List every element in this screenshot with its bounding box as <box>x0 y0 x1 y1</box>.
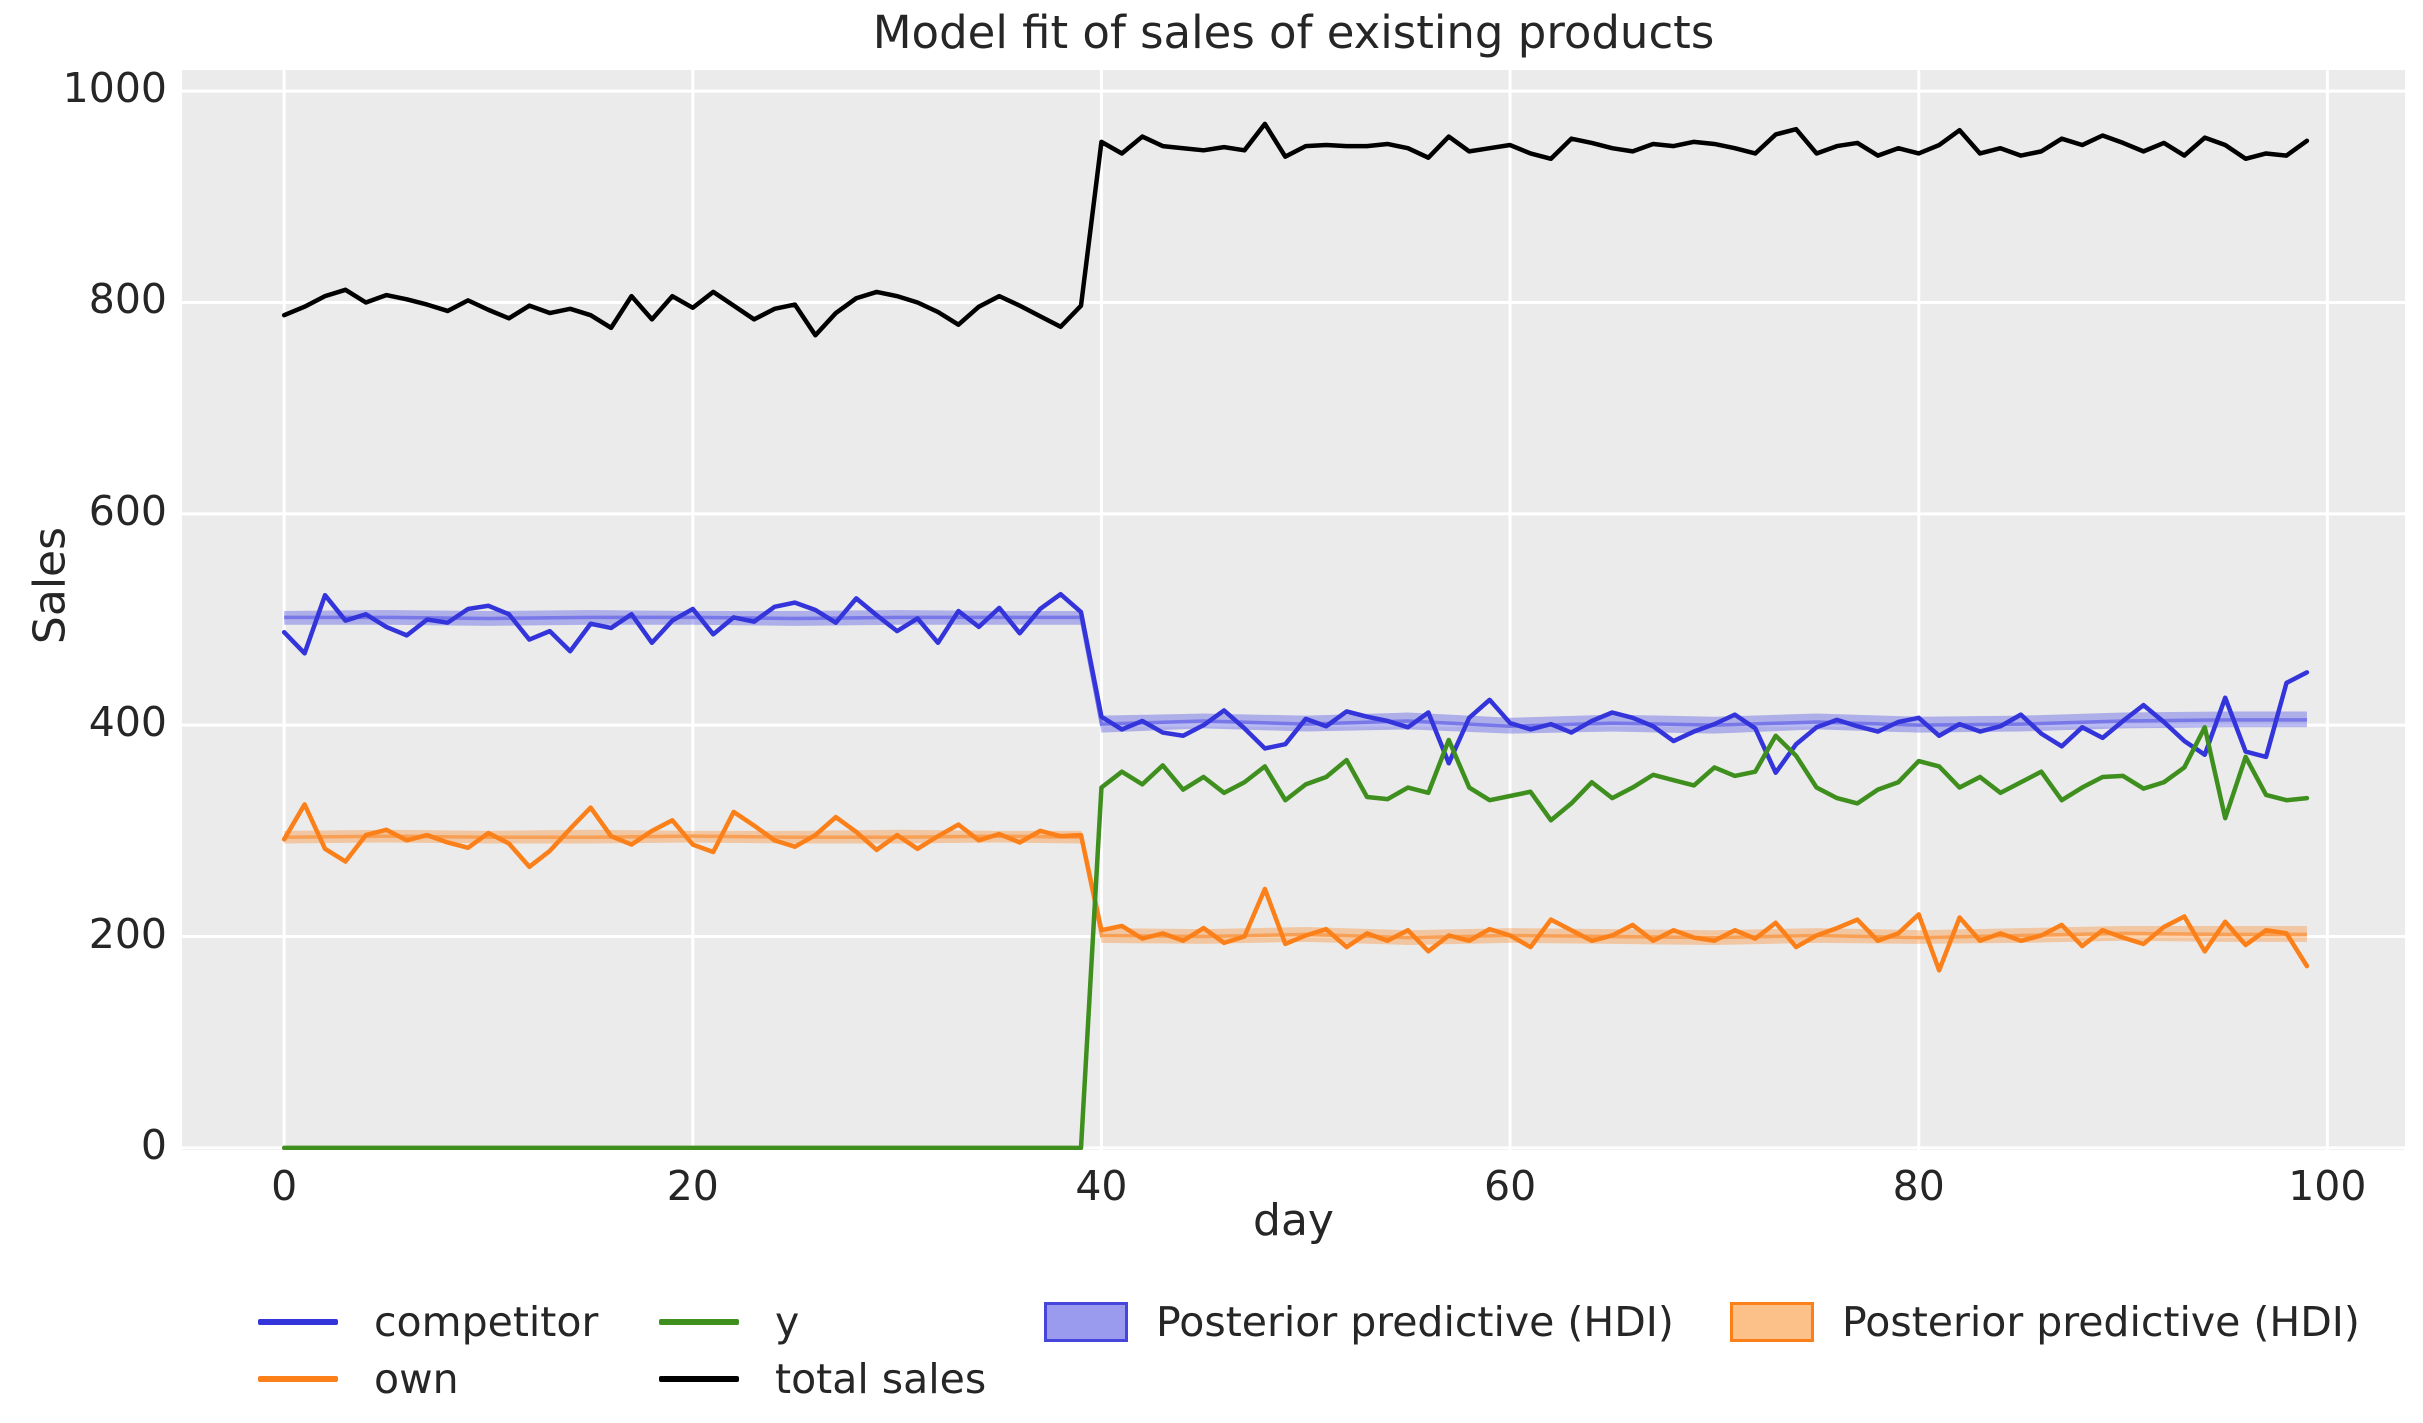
legend: competitor own y total sales Posterior p… <box>0 1296 2423 1416</box>
series-line-y <box>281 725 2310 1150</box>
legend-line-swatch-y <box>659 1319 739 1325</box>
y-tick-label-200: 200 <box>88 909 167 958</box>
legend-line-swatch-total-sales <box>659 1376 739 1382</box>
series-line-own <box>281 802 2310 973</box>
hdi-band-1 <box>284 829 2307 945</box>
legend-line-swatch-own <box>258 1376 338 1382</box>
series-line-competitor <box>281 591 2310 775</box>
hdi-mean-line-1 <box>284 834 2307 940</box>
y-tick-label-400: 400 <box>88 698 167 747</box>
legend-label-own: own <box>374 1355 459 1403</box>
legend-item-competitor: competitor <box>258 1296 598 1348</box>
chart-title: Model fit of sales of existing products <box>872 6 1715 59</box>
x-tick-label-40: 40 <box>1075 1162 1128 1210</box>
y-tick-label-800: 800 <box>88 275 167 324</box>
x-axis-label: day <box>1253 1195 1334 1246</box>
legend-label-competitor: competitor <box>374 1298 599 1346</box>
legend-label-posterior-hdi-blue: Posterior predictive (HDI) <box>1156 1298 1674 1346</box>
legend-item-posterior-hdi-orange: Posterior predictive (HDI) <box>1730 1296 2360 1348</box>
series-line-total-sales <box>281 121 2310 338</box>
plot-area <box>182 70 2405 1150</box>
x-tick-label-100: 100 <box>2288 1162 2367 1210</box>
legend-label-total-sales: total sales <box>775 1355 987 1403</box>
legend-item-total-sales: total sales <box>659 1353 986 1405</box>
y-tick-label-1000: 1000 <box>62 64 167 113</box>
x-tick-label-80: 80 <box>1892 1162 1945 1210</box>
legend-patch-swatch-posterior-hdi-blue <box>1044 1302 1128 1342</box>
x-tick-label-60: 60 <box>1483 1162 1537 1210</box>
legend-item-y: y <box>659 1296 799 1348</box>
legend-label-y: y <box>775 1298 800 1346</box>
y-tick-label-0: 0 <box>140 1120 167 1169</box>
x-tick-label-20: 20 <box>666 1162 719 1210</box>
hdi-mean-line-0 <box>284 615 2307 728</box>
legend-item-posterior-hdi-blue: Posterior predictive (HDI) <box>1044 1296 1674 1348</box>
x-tick-label-0: 0 <box>271 1162 298 1210</box>
legend-label-posterior-hdi-orange: Posterior predictive (HDI) <box>1842 1298 2360 1346</box>
y-tick-label-600: 600 <box>88 486 167 535</box>
legend-line-swatch-competitor <box>258 1319 338 1325</box>
y-axis-label: Sales <box>24 526 76 645</box>
chart-svg <box>182 70 2405 1150</box>
legend-item-own: own <box>258 1353 459 1405</box>
legend-patch-swatch-posterior-hdi-orange <box>1730 1302 1814 1342</box>
